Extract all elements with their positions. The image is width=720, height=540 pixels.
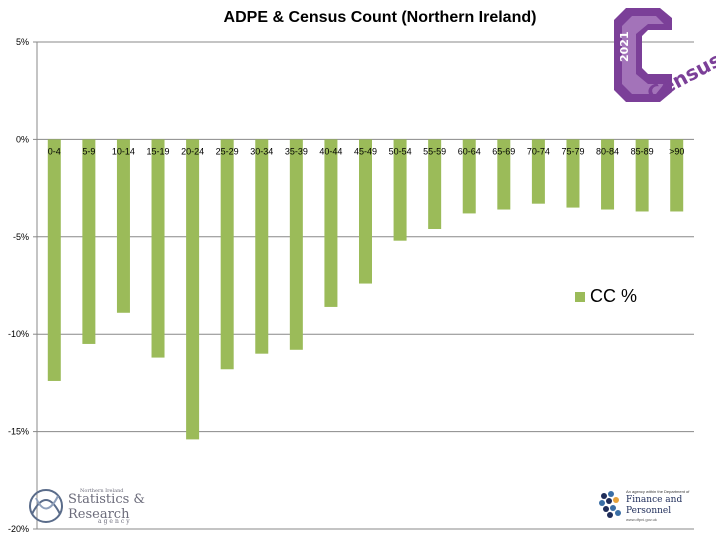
bar-40-44 [324, 139, 338, 307]
legend-label: CC % [590, 286, 638, 306]
x-tick-label: 85-89 [631, 146, 654, 156]
dfp-line2: Personnel [626, 506, 672, 516]
bar-75-79 [566, 139, 580, 208]
bar-65-69 [497, 139, 511, 210]
bar-20-24 [186, 139, 200, 440]
x-tick-label: 55-59 [423, 146, 446, 156]
bar-70-74 [531, 139, 545, 204]
svg-text:2021: 2021 [618, 31, 631, 62]
x-tick-label: 80-84 [596, 146, 619, 156]
x-tick-label: 40-44 [319, 146, 342, 156]
legend: CC % [575, 286, 637, 307]
y-tick-label: -20% [8, 524, 29, 534]
bar-55-59 [428, 139, 442, 230]
x-tick-label: 0-4 [48, 146, 61, 156]
x-tick-label: 50-54 [389, 146, 412, 156]
dfp-url: www.dfpni.gov.uk [626, 517, 657, 522]
x-tick-label: >90 [669, 146, 684, 156]
nisra-agency: agency [98, 518, 132, 525]
y-tick-labels: 5% 0% -5% -10% -15% -20% [8, 37, 29, 534]
dfp-logo-mark [599, 491, 621, 518]
bar-45-49 [359, 139, 372, 284]
dfp-line1: Finance and [626, 495, 683, 505]
x-tick-label: 70-74 [527, 146, 550, 156]
x-tick-label: 5-9 [82, 146, 95, 156]
bars [47, 139, 684, 440]
bar-85-89 [635, 139, 649, 212]
bar-10-14 [116, 139, 130, 313]
bar-0-4 [47, 139, 61, 381]
bar-35-39 [289, 139, 303, 350]
y-tick-label: 0% [16, 134, 29, 144]
x-tick-label: 20-24 [181, 146, 204, 156]
bar-60-64 [462, 139, 476, 214]
bar-25-29 [220, 139, 234, 370]
nisra-small-text: Northern Ireland [80, 488, 124, 494]
nisra-line2: Research [68, 507, 130, 522]
y-tick-label: -5% [13, 232, 29, 242]
nisra-logo-mark [29, 489, 63, 523]
legend-swatch [575, 291, 585, 302]
x-tick-label: 15-19 [147, 146, 170, 156]
x-tick-label: 45-49 [354, 146, 377, 156]
bar->90 [670, 139, 684, 212]
x-tick-label: 65-69 [492, 146, 515, 156]
x-tick-label: 10-14 [112, 146, 135, 156]
x-tick-label: 75-79 [561, 146, 584, 156]
x-tick-label: 35-39 [285, 146, 308, 156]
x-tick-label: 30-34 [250, 146, 273, 156]
chart-title: ADPE & Census Count (Northern Ireland) [223, 9, 537, 26]
bar-50-54 [393, 139, 407, 241]
y-tick-label: -10% [8, 329, 29, 339]
y-tick-label: -15% [8, 427, 29, 437]
nisra-line1: Statistics & [68, 492, 145, 507]
x-tick-label: 60-64 [458, 146, 481, 156]
x-tick-labels: 0-4 5-9 10-14 15-19 20-24 25-29 30-34 35-39 40-4… [48, 146, 685, 156]
bar-80-84 [601, 139, 615, 210]
census-2021-logo: 2021 Census [614, 8, 716, 106]
x-tick-label: 25-29 [216, 146, 239, 156]
dfp-small-text: An agency within the Department of [626, 489, 690, 494]
bar-5-9 [82, 139, 96, 344]
bar-15-19 [151, 139, 165, 358]
bar-30-34 [255, 139, 269, 354]
y-tick-label: 5% [16, 37, 29, 47]
